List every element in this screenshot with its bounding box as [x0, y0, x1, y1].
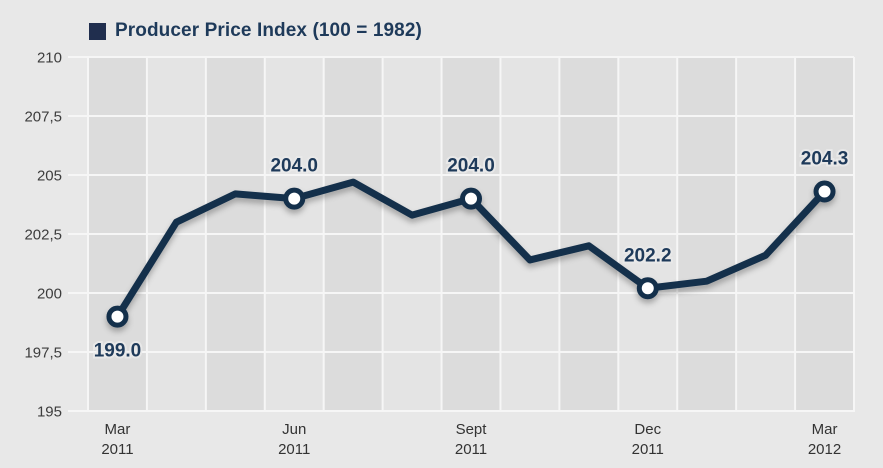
data-point-marker[interactable]: [813, 180, 836, 203]
y-tick-label: 195: [37, 404, 62, 421]
point-label: 204.0: [447, 156, 495, 177]
x-tick-label: Sept 2011: [455, 421, 487, 458]
y-tick-label: 202,5: [24, 227, 62, 244]
y-tick-label: 197,5: [24, 345, 62, 362]
data-point-marker[interactable]: [636, 277, 659, 300]
data-point-marker[interactable]: [106, 305, 129, 328]
y-tick-label: 207,5: [24, 109, 62, 126]
x-tick-label: Dec 2011: [632, 421, 664, 458]
point-label: 202.2: [624, 245, 672, 266]
point-label: 199.0: [94, 341, 142, 362]
series-group: [106, 178, 836, 328]
legend-square-icon: [89, 22, 106, 40]
x-tick-label: Jun 2011: [278, 421, 310, 458]
point-label: 204.3: [801, 149, 849, 170]
point-label: 204.0: [270, 156, 318, 177]
data-point-marker[interactable]: [283, 187, 306, 210]
y-tick-label: 200: [37, 286, 62, 303]
x-tick-label: Mar 2012: [808, 421, 841, 458]
chart-title: Producer Price Index (100 = 1982): [115, 20, 422, 41]
x-tick-label: Mar 2011: [101, 421, 133, 458]
y-tick-label: 205: [37, 168, 62, 185]
chart-legend[interactable]: Producer Price Index (100 = 1982): [89, 20, 422, 42]
data-point-marker[interactable]: [460, 187, 482, 210]
y-tick-label: 210: [37, 50, 62, 67]
